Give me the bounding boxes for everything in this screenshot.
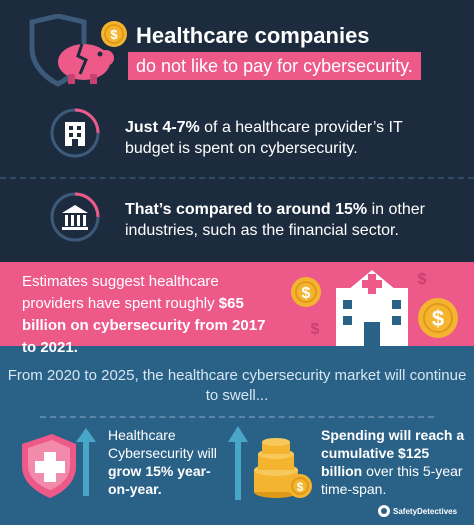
piggy-bank-shield-icon: $ (29, 14, 127, 87)
growth-lead: Healthcare Cybersecurity will (108, 427, 217, 461)
bank-icon (50, 192, 100, 242)
svg-text:$: $ (110, 27, 118, 42)
coin-stack-arrow-icon: $ (228, 426, 312, 500)
health-shield-arrow-icon (22, 428, 96, 498)
stat-it-budget-text: of a healthcare provider’s IT budget is … (125, 119, 403, 157)
svg-text:$: $ (311, 321, 320, 338)
brand-logo-icon (378, 505, 390, 517)
estimate-text: Estimates suggest healthcare providers h… (22, 271, 282, 359)
stat-other-industries-bold: That’s compared to around 15% (125, 201, 368, 218)
page-title: Healthcare companies (136, 23, 370, 48)
brand-logo: SafetyDetectives (378, 505, 457, 517)
svg-text:$: $ (297, 480, 304, 494)
stat-it-budget-bold: Just 4-7% (125, 119, 200, 136)
brand-name: SafetyDetectives (393, 506, 458, 516)
growth-text: Healthcare Cybersecurity will grow 15% y… (108, 426, 228, 498)
hospital-coins-icon: $ $ $ $ (291, 270, 458, 346)
svg-text:$: $ (302, 285, 311, 302)
market-intro: From 2020 to 2025, the healthcare cybers… (7, 367, 467, 404)
svg-text:$: $ (432, 306, 444, 331)
spend-text: Spending will reach a cumulative $125 bi… (321, 426, 466, 498)
stat-it-budget: Just 4-7% of a healthcare provider’s IT … (125, 117, 455, 159)
page-subtitle: do not like to pay for cybersecurity. (136, 56, 413, 76)
stat-other-industries: That’s compared to around 15% in other i… (125, 199, 455, 241)
spend-rest: over this 5-year time-span. (321, 463, 463, 497)
estimate-lead: Estimates suggest healthcare providers h… (22, 273, 219, 312)
stat-other-industries-text: in other industries, such as the financi… (125, 201, 425, 239)
estimate-bold: $65 billion on cybersecurity from 2017 t… (22, 295, 266, 356)
spend-bold: Spending will reach a cumulative $125 bi… (321, 427, 465, 479)
growth-bold: grow 15% year-on-year. (108, 463, 211, 497)
section-divider (0, 177, 474, 179)
subtitle-highlight: do not like to pay for cybersecurity. (128, 52, 421, 80)
hospital-building-icon (50, 108, 100, 158)
market-divider (40, 416, 434, 418)
svg-text:$: $ (418, 271, 427, 288)
